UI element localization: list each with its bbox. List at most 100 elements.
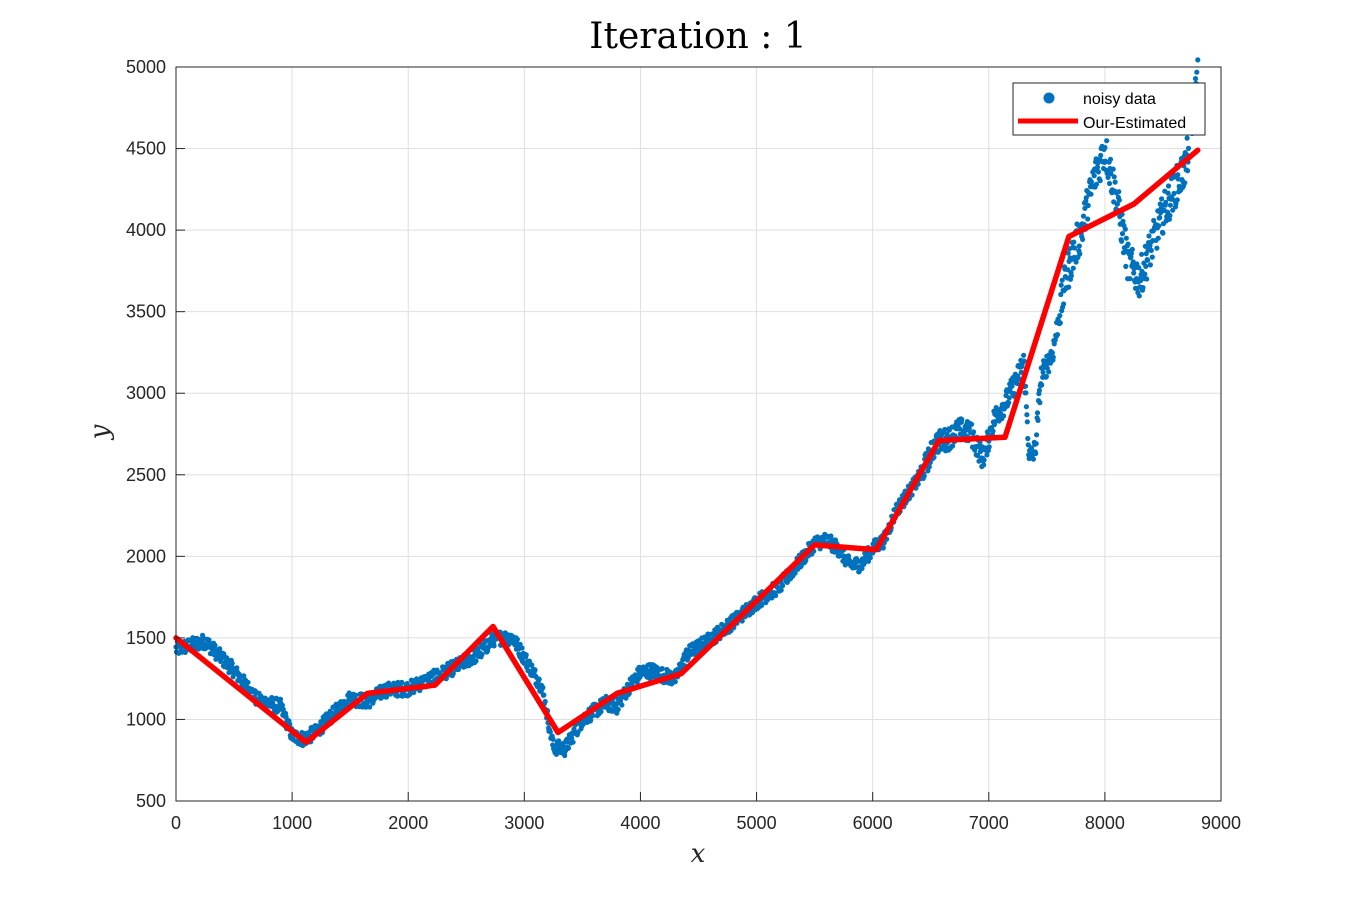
noisy-data-point bbox=[1147, 262, 1153, 268]
noisy-data-point bbox=[514, 636, 521, 642]
legend-label-estimated: Our-Estimated bbox=[1083, 115, 1186, 132]
noisy-data-point bbox=[1094, 164, 1101, 170]
y-tick-label: 5000 bbox=[126, 57, 166, 77]
noisy-data-point bbox=[1116, 189, 1122, 195]
noisy-data-point bbox=[1102, 144, 1108, 151]
noisy-data-point bbox=[1037, 400, 1043, 406]
noisy-data-point bbox=[1123, 263, 1129, 269]
noisy-data-point bbox=[970, 429, 977, 435]
noisy-data-point bbox=[536, 676, 542, 682]
noisy-data-point bbox=[1184, 135, 1190, 141]
noisy-data-point bbox=[580, 722, 586, 728]
noisy-data-point bbox=[1034, 410, 1041, 416]
noisy-data-point bbox=[966, 425, 972, 431]
noisy-data-point bbox=[1039, 382, 1045, 388]
noisy-data-point bbox=[1148, 247, 1154, 253]
noisy-data-point bbox=[981, 462, 987, 468]
noisy-data-point bbox=[1111, 174, 1117, 180]
noisy-data-point bbox=[1059, 277, 1065, 283]
noisy-data-point bbox=[1025, 435, 1031, 442]
noisy-data-point bbox=[491, 643, 497, 649]
plot-frame bbox=[175, 66, 1222, 802]
noisy-data-point bbox=[1050, 354, 1056, 360]
noisy-data-point bbox=[1129, 246, 1135, 252]
noisy-data-point bbox=[859, 565, 865, 572]
noisy-data-point bbox=[1128, 250, 1134, 256]
noisy-data-point bbox=[778, 587, 784, 593]
noisy-data-point bbox=[959, 416, 965, 423]
noisy-data-point bbox=[1142, 243, 1148, 249]
noisy-data-point bbox=[1024, 412, 1030, 418]
noisy-data-point bbox=[619, 702, 625, 708]
legend-box bbox=[1012, 82, 1206, 136]
x-tick-label: 3000 bbox=[504, 813, 544, 833]
y-tick-label: 1500 bbox=[126, 628, 166, 648]
noisy-data-point bbox=[1127, 276, 1133, 282]
noisy-data-point bbox=[1167, 202, 1173, 208]
x-axis-label: x bbox=[691, 839, 706, 869]
noisy-data-point bbox=[969, 421, 975, 427]
plot-area bbox=[176, 67, 1221, 801]
noisy-data-point bbox=[1046, 369, 1052, 375]
noisy-data-point bbox=[1033, 441, 1039, 447]
y-tick-label: 2000 bbox=[126, 546, 166, 566]
x-tick-label: 0 bbox=[171, 813, 181, 833]
noisy-data-point bbox=[1151, 217, 1157, 224]
noisy-data-point bbox=[615, 706, 621, 713]
noisy-data-point bbox=[1136, 265, 1142, 271]
noisy-data-point bbox=[1195, 57, 1201, 63]
noisy-data-point bbox=[1006, 400, 1012, 406]
noisy-data-point bbox=[1174, 197, 1180, 203]
noisy-data-point bbox=[363, 704, 369, 710]
noisy-data-point bbox=[229, 660, 235, 666]
noisy-data-point bbox=[769, 595, 775, 601]
y-tick-label: 2500 bbox=[126, 465, 166, 485]
noisy-data-point bbox=[1142, 271, 1148, 277]
noisy-data-point bbox=[975, 453, 981, 459]
noisy-data-point bbox=[867, 555, 873, 561]
noisy-data-point bbox=[1123, 235, 1129, 241]
noisy-data-point bbox=[1106, 180, 1113, 187]
noisy-data-point bbox=[1104, 138, 1110, 144]
noisy-data-point bbox=[399, 679, 405, 686]
noisy-data-point bbox=[1136, 293, 1142, 299]
noisy-data-point bbox=[1021, 358, 1027, 364]
noisy-data-point bbox=[1185, 168, 1191, 174]
noisy-data-point bbox=[1165, 190, 1171, 196]
noisy-data-point bbox=[1073, 259, 1079, 265]
noisy-data-point bbox=[1085, 216, 1091, 222]
noisy-data-point bbox=[1057, 313, 1063, 319]
noisy-data-point bbox=[532, 667, 538, 673]
x-tick-label: 5000 bbox=[737, 813, 777, 833]
noisy-data-point bbox=[565, 745, 572, 751]
noisy-data-point bbox=[569, 735, 575, 741]
noisy-data-point bbox=[880, 545, 886, 551]
noisy-data-point bbox=[1112, 179, 1118, 185]
noisy-data-point bbox=[570, 739, 576, 745]
noisy-data-point bbox=[550, 736, 556, 742]
noisy-data-point bbox=[523, 652, 529, 658]
noisy-data-point bbox=[828, 533, 834, 539]
noisy-data-point bbox=[1040, 369, 1046, 375]
noisy-data-point bbox=[1120, 218, 1126, 224]
noisy-data-point bbox=[1131, 270, 1137, 276]
noisy-data-point bbox=[1080, 236, 1086, 242]
y-tick-label: 1000 bbox=[126, 709, 166, 729]
noisy-data-point bbox=[1146, 233, 1152, 239]
noisy-data-point bbox=[541, 692, 547, 698]
legend-label-noisy: noisy data bbox=[1083, 91, 1156, 108]
x-tick-label: 7000 bbox=[969, 813, 1009, 833]
legend-marker-noisy bbox=[1043, 92, 1055, 104]
chart-title: Iteration : 1 bbox=[589, 16, 806, 57]
noisy-data-point bbox=[1066, 284, 1072, 290]
y-tick-label: 4000 bbox=[126, 220, 166, 240]
noisy-data-point bbox=[1144, 276, 1150, 282]
estimated-line bbox=[173, 147, 1201, 746]
noisy-data-point bbox=[1116, 197, 1122, 203]
noisy-data-point bbox=[1110, 166, 1116, 172]
noisy-data-point bbox=[1175, 172, 1181, 178]
noisy-data-point bbox=[780, 583, 786, 589]
noisy-data-point bbox=[1163, 199, 1169, 205]
noisy-data-point bbox=[1036, 387, 1042, 393]
